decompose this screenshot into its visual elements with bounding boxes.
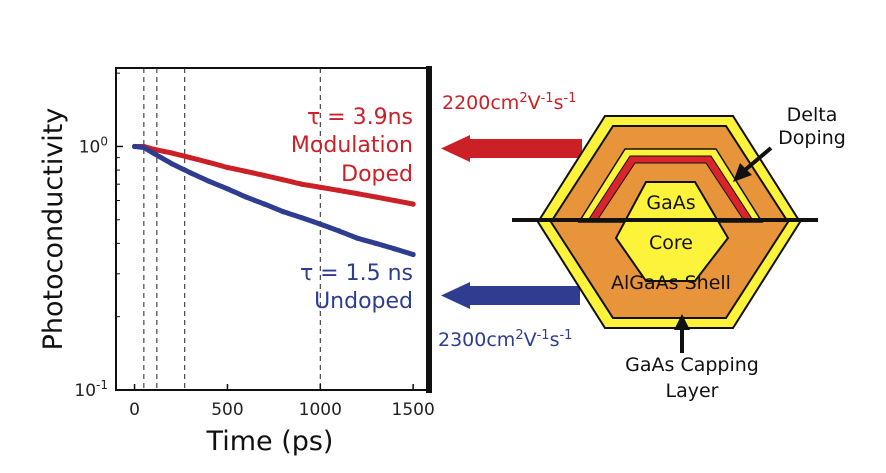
shell-label: AlGaAs Shell xyxy=(611,272,731,294)
data-point-1-5 xyxy=(206,178,212,184)
data-point-1-14 xyxy=(373,240,379,246)
x-tick-label-3: 1500 xyxy=(392,400,435,420)
data-point-0-16 xyxy=(410,201,416,207)
data-point-1-12 xyxy=(336,228,342,234)
x-axis-label: Time (ps) xyxy=(206,426,334,457)
data-point-0-11 xyxy=(317,184,323,190)
y-axis-label: Photoconductivity xyxy=(38,108,69,351)
y-tick-label-1: 10-1 xyxy=(74,378,108,401)
data-point-1-1 xyxy=(141,144,147,151)
data-point-1-16 xyxy=(410,251,416,258)
delta-doping-label-1: Delta xyxy=(787,104,838,126)
plot-right-border xyxy=(426,66,432,393)
data-point-1-3 xyxy=(169,161,175,167)
x-tick-label-2: 1000 xyxy=(299,400,342,420)
capping-layer-callout xyxy=(674,314,690,353)
data-point-0-14 xyxy=(373,194,379,200)
data-point-1-7 xyxy=(243,194,249,200)
x-tick-label-1: 500 xyxy=(211,400,243,420)
core-top-label: GaAs xyxy=(646,192,695,214)
y-tick-label-0: 100 xyxy=(79,134,108,157)
data-point-1-10 xyxy=(299,215,305,221)
undoped-arrow xyxy=(441,282,580,309)
data-point-0-3 xyxy=(169,150,175,156)
capping-layer-label-2: Layer xyxy=(666,380,719,402)
data-point-0-6 xyxy=(224,164,230,171)
data-point-1-6 xyxy=(224,186,230,192)
delta-doping-label-2: Doping xyxy=(778,127,846,149)
plot-area: 0 500 1000 1500 100 10-1 xyxy=(74,66,435,420)
data-point-1-9 xyxy=(280,209,286,215)
undoped-mobility: 2300cm2V-1s-1 xyxy=(438,328,572,351)
doped-tau-label: τ = 3.9ns xyxy=(307,105,413,130)
x-ticks: 0 500 1000 1500 xyxy=(129,384,435,420)
doped-label-line2: Doped xyxy=(341,162,413,187)
nanowire-diagram: GaAs Core AlGaAs Shell Delta Doping GaAs… xyxy=(512,104,846,402)
data-point-0-8 xyxy=(262,172,268,179)
undoped-label: Undoped xyxy=(314,289,413,314)
capping-layer-label-1: GaAs Capping xyxy=(625,354,759,376)
core-hexagon xyxy=(614,181,730,282)
data-point-1-8 xyxy=(262,201,268,207)
y-ticks: 100 10-1 xyxy=(74,72,123,401)
data-point-1-13 xyxy=(354,235,360,241)
data-point-0-9 xyxy=(280,177,286,183)
data-point-0-5 xyxy=(206,159,212,165)
data-point-0-4 xyxy=(187,155,193,161)
series-layer xyxy=(132,143,416,258)
data-point-1-15 xyxy=(392,246,398,252)
data-point-0-13 xyxy=(354,191,360,197)
delta-doping-callout xyxy=(733,146,773,182)
data-point-1-0 xyxy=(132,143,138,150)
doped-arrow xyxy=(441,135,582,162)
core-bottom-label: Core xyxy=(649,232,693,254)
data-point-0-15 xyxy=(392,197,398,204)
data-point-1-4 xyxy=(187,170,193,176)
data-point-0-7 xyxy=(243,168,249,174)
data-point-1-11 xyxy=(317,221,323,227)
doped-label-line1: Modulation xyxy=(291,133,413,158)
x-tick-label-0: 0 xyxy=(129,400,140,420)
data-point-1-2 xyxy=(150,150,156,156)
vertical-guide-lines xyxy=(143,68,321,390)
data-point-0-10 xyxy=(299,181,305,187)
doped-mobility: 2200cm2V-1s-1 xyxy=(442,91,576,114)
data-point-0-12 xyxy=(336,187,342,193)
undoped-tau-label: τ = 1.5 ns xyxy=(300,261,413,286)
